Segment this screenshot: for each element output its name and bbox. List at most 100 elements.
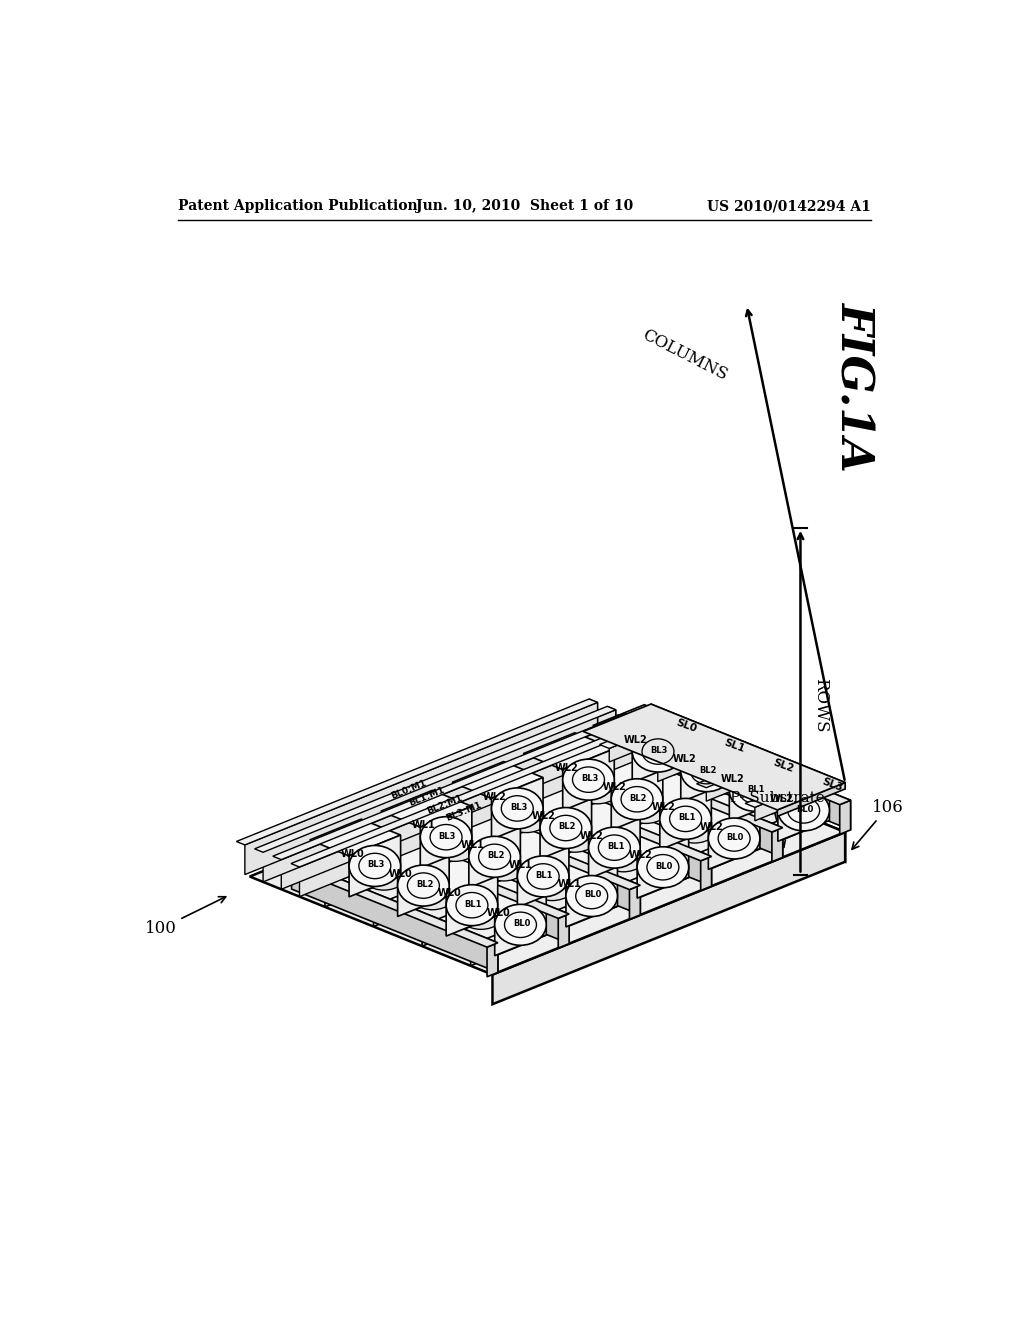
Text: WL2: WL2 xyxy=(673,755,696,764)
Polygon shape xyxy=(840,800,851,834)
Text: WL0: WL0 xyxy=(486,908,510,917)
Polygon shape xyxy=(772,828,782,862)
Polygon shape xyxy=(659,788,712,850)
Polygon shape xyxy=(292,859,498,973)
Ellipse shape xyxy=(495,904,546,945)
Text: BL0: BL0 xyxy=(513,919,530,928)
Polygon shape xyxy=(558,913,569,948)
Polygon shape xyxy=(637,837,689,898)
Text: BL0:M1: BL0:M1 xyxy=(389,779,428,801)
Polygon shape xyxy=(716,737,726,754)
Ellipse shape xyxy=(681,751,732,792)
Polygon shape xyxy=(420,807,472,869)
Polygon shape xyxy=(362,830,569,944)
Ellipse shape xyxy=(611,779,663,820)
Polygon shape xyxy=(611,768,663,830)
Polygon shape xyxy=(729,760,781,821)
Polygon shape xyxy=(469,826,520,888)
Text: BL1:M1: BL1:M1 xyxy=(408,785,446,808)
Polygon shape xyxy=(493,832,845,1005)
Ellipse shape xyxy=(593,715,644,756)
Polygon shape xyxy=(478,829,569,866)
Text: BL1: BL1 xyxy=(678,813,695,822)
Ellipse shape xyxy=(549,812,601,853)
Text: SL2: SL2 xyxy=(772,756,795,774)
Text: WL1: WL1 xyxy=(412,821,435,830)
Polygon shape xyxy=(495,774,712,861)
Polygon shape xyxy=(237,700,598,845)
Polygon shape xyxy=(263,710,615,882)
Text: P- Substrate: P- Substrate xyxy=(730,791,824,805)
Polygon shape xyxy=(250,734,845,974)
Polygon shape xyxy=(707,760,774,801)
Polygon shape xyxy=(565,744,782,832)
Text: BL3: BL3 xyxy=(368,861,385,870)
Ellipse shape xyxy=(709,818,760,859)
Ellipse shape xyxy=(452,772,504,813)
Polygon shape xyxy=(501,781,592,818)
Text: WL2: WL2 xyxy=(554,763,578,772)
Polygon shape xyxy=(495,894,546,956)
Polygon shape xyxy=(245,702,598,875)
Ellipse shape xyxy=(349,846,400,887)
Polygon shape xyxy=(681,741,732,803)
Polygon shape xyxy=(517,846,569,907)
Text: COLUMNS: COLUMNS xyxy=(640,326,730,384)
Text: BL1: BL1 xyxy=(536,871,553,880)
Polygon shape xyxy=(571,752,663,789)
Polygon shape xyxy=(422,792,775,946)
Ellipse shape xyxy=(729,771,781,812)
Polygon shape xyxy=(282,717,634,890)
Text: WL1: WL1 xyxy=(509,859,532,870)
Polygon shape xyxy=(777,783,845,816)
Polygon shape xyxy=(716,768,726,784)
Polygon shape xyxy=(812,807,823,824)
Text: SL3: SL3 xyxy=(820,776,844,793)
Polygon shape xyxy=(291,721,652,867)
Ellipse shape xyxy=(420,817,472,858)
Text: WL2: WL2 xyxy=(580,830,604,841)
Ellipse shape xyxy=(456,888,507,929)
Polygon shape xyxy=(309,820,400,855)
Text: BL2: BL2 xyxy=(416,880,433,890)
Polygon shape xyxy=(505,774,712,886)
Text: BL3: BL3 xyxy=(650,746,668,755)
Polygon shape xyxy=(609,721,677,762)
Ellipse shape xyxy=(446,884,498,925)
Ellipse shape xyxy=(598,830,649,871)
Polygon shape xyxy=(589,700,598,733)
Ellipse shape xyxy=(492,788,543,829)
Ellipse shape xyxy=(540,808,592,849)
Ellipse shape xyxy=(571,763,624,804)
Polygon shape xyxy=(621,772,712,809)
Polygon shape xyxy=(648,737,726,768)
Polygon shape xyxy=(634,717,851,805)
Polygon shape xyxy=(352,830,569,919)
Text: WL0: WL0 xyxy=(341,849,365,859)
Ellipse shape xyxy=(659,799,712,840)
Text: BL3: BL3 xyxy=(581,774,598,783)
Polygon shape xyxy=(644,717,851,830)
Text: WL1: WL1 xyxy=(557,879,582,890)
Polygon shape xyxy=(325,752,678,907)
Polygon shape xyxy=(589,817,640,879)
Polygon shape xyxy=(630,886,640,919)
Polygon shape xyxy=(362,768,726,915)
Text: BL2: BL2 xyxy=(487,851,505,861)
Polygon shape xyxy=(738,763,829,800)
Text: SL0: SL0 xyxy=(675,718,698,734)
Text: WL2: WL2 xyxy=(699,822,724,832)
Polygon shape xyxy=(700,857,712,891)
Polygon shape xyxy=(598,821,689,857)
Text: BL1: BL1 xyxy=(465,900,482,908)
Polygon shape xyxy=(813,776,822,793)
Text: FIG.1A: FIG.1A xyxy=(833,301,876,470)
Polygon shape xyxy=(657,741,726,781)
Polygon shape xyxy=(549,801,640,838)
Text: WL0: WL0 xyxy=(389,869,413,879)
Polygon shape xyxy=(577,744,782,857)
Text: WL2: WL2 xyxy=(629,850,652,861)
Polygon shape xyxy=(709,808,760,870)
Ellipse shape xyxy=(641,735,693,776)
Text: SL1: SL1 xyxy=(723,738,746,754)
